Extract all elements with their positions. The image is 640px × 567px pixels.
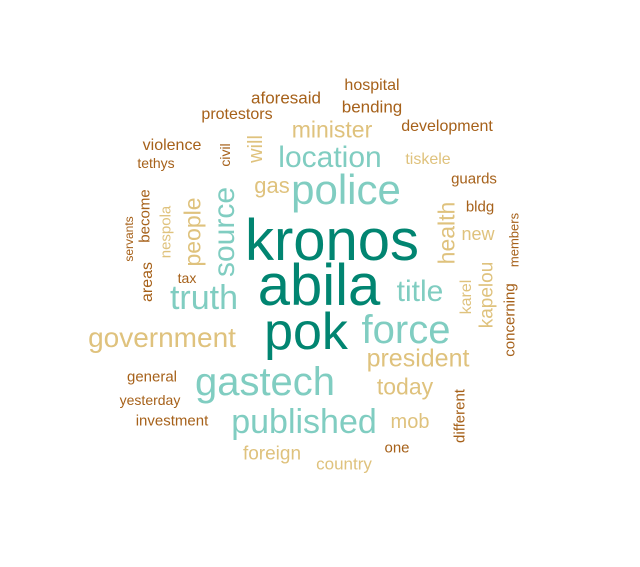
word-one: one [384, 439, 410, 457]
word-become: become [136, 189, 154, 243]
word-health: health [433, 201, 460, 265]
word-development: development [401, 118, 493, 135]
word-government: government [88, 322, 236, 353]
word-abila: abila [257, 253, 381, 318]
word-servants: servants [122, 216, 136, 262]
word-title: title [396, 275, 444, 308]
word-investment: investment [135, 412, 209, 430]
word-areas: areas [139, 261, 156, 303]
word-published: published [231, 403, 377, 441]
word-hospital: hospital [344, 77, 400, 94]
word-president: president [366, 344, 470, 373]
word-gastech: gastech [194, 360, 336, 404]
word-police: police [291, 166, 401, 213]
word-members: members [506, 212, 522, 268]
word-guards: guards [451, 170, 497, 188]
word-mob: mob [390, 411, 430, 433]
word-tethys: tethys [137, 155, 175, 171]
word-general: general [126, 368, 178, 386]
word-civil: civil [217, 143, 233, 167]
word-nespola: nespola [157, 205, 175, 259]
word-gas: gas [254, 173, 290, 198]
word-location: location [278, 141, 382, 174]
word-aforesaid: aforesaid [251, 88, 321, 108]
word-violence: violence [142, 137, 202, 154]
word-yesterday: yesterday [119, 392, 181, 408]
word-country: country [316, 454, 372, 474]
word-protestors: protestors [201, 106, 273, 123]
word-karel: karel [458, 279, 475, 315]
word-truth: truth [169, 279, 239, 317]
word-force: force [361, 308, 451, 352]
word-kronos: kronos [244, 208, 420, 273]
word-bending: bending [341, 97, 403, 117]
word-will: will [245, 135, 267, 163]
word-foreign: foreign [242, 443, 302, 465]
word-minister: minister [291, 116, 373, 143]
word-people: people [179, 197, 206, 267]
word-tiskele: tiskele [405, 151, 451, 168]
word-concerning: concerning [501, 283, 519, 357]
word-source: source [208, 186, 241, 278]
word-tax: tax [177, 270, 197, 286]
word-today: today [376, 373, 434, 400]
word-different: different [451, 389, 469, 443]
word-bldg: bldg [465, 198, 495, 216]
word-pok: pok [264, 303, 348, 361]
word-kapelou: kapelou [476, 261, 498, 329]
word-new: new [461, 224, 495, 244]
